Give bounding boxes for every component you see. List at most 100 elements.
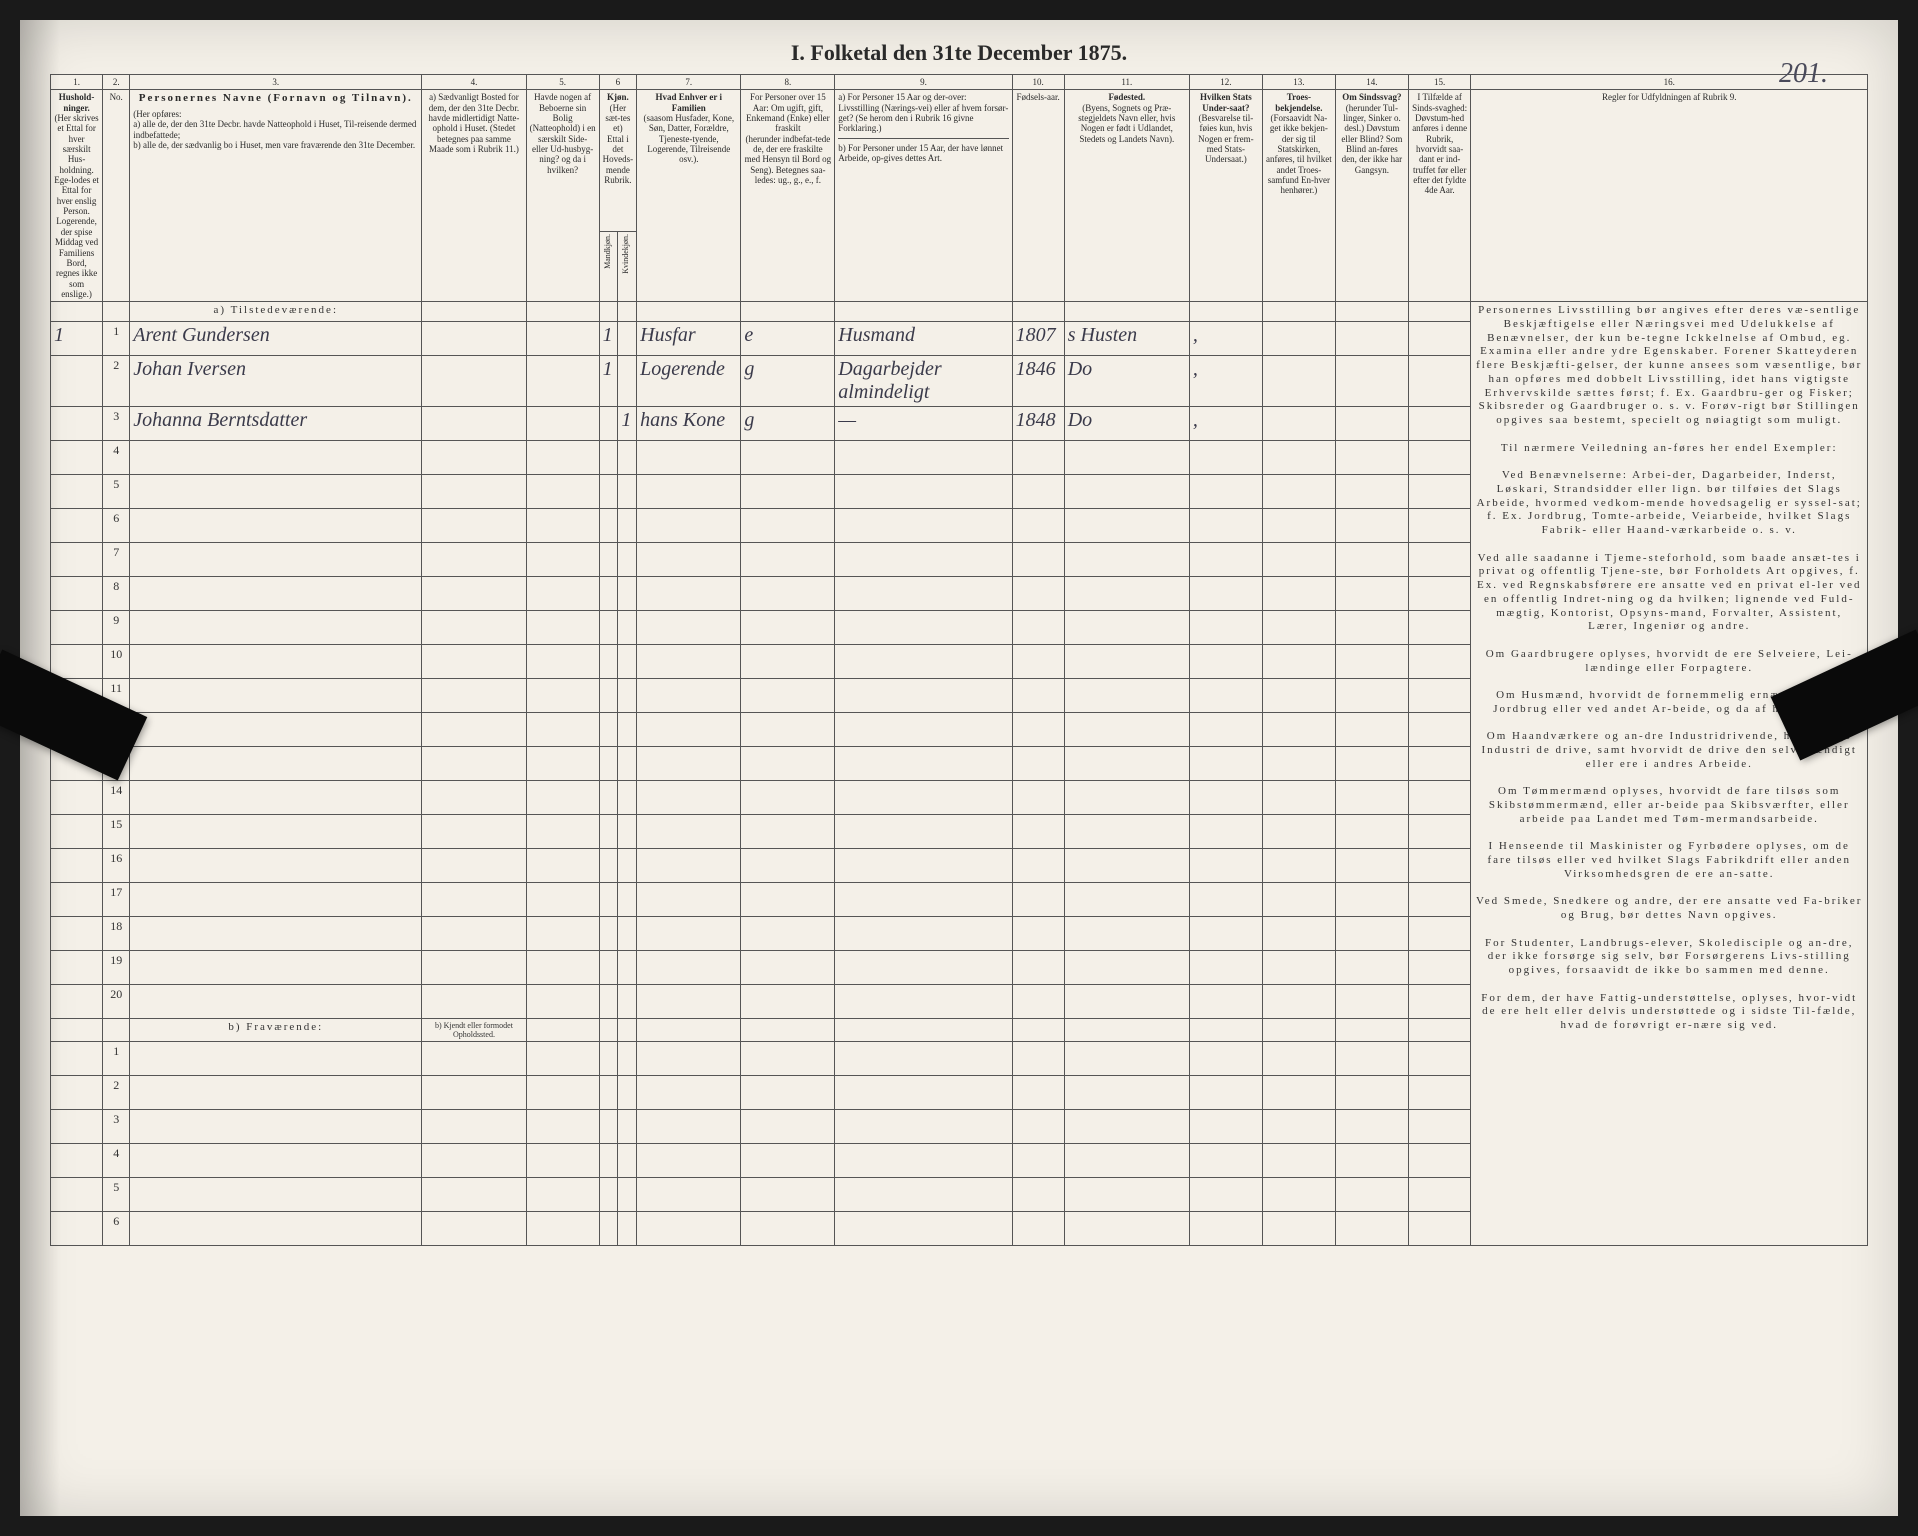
disability bbox=[1335, 356, 1408, 407]
person-number: 20 bbox=[103, 985, 130, 1019]
cell bbox=[51, 509, 103, 543]
cell bbox=[599, 1178, 618, 1212]
cell bbox=[599, 611, 618, 645]
cell bbox=[599, 781, 618, 815]
cell bbox=[1012, 1042, 1064, 1076]
sex-female bbox=[618, 322, 637, 356]
cell bbox=[618, 747, 637, 781]
cell bbox=[1012, 475, 1064, 509]
cell bbox=[599, 1019, 618, 1042]
birth-place: s Husten bbox=[1064, 322, 1189, 356]
cell bbox=[835, 441, 1012, 475]
cell bbox=[526, 475, 599, 509]
cell bbox=[1064, 917, 1189, 951]
cell bbox=[130, 509, 422, 543]
cell bbox=[1189, 1110, 1262, 1144]
person-number: 2 bbox=[103, 1076, 130, 1110]
cell bbox=[599, 917, 618, 951]
cell bbox=[1189, 883, 1262, 917]
cell bbox=[1262, 985, 1335, 1019]
occupation: Husmand bbox=[835, 322, 1012, 356]
cell bbox=[1189, 1019, 1262, 1042]
cell bbox=[835, 815, 1012, 849]
cell bbox=[618, 1076, 637, 1110]
cell bbox=[51, 1212, 103, 1246]
cell bbox=[1012, 645, 1064, 679]
cell bbox=[741, 985, 835, 1019]
census-page: 201. I. Folketal den 31te December 1875.… bbox=[20, 20, 1898, 1516]
cell bbox=[1064, 679, 1189, 713]
colnum: 12. bbox=[1189, 75, 1262, 90]
cell bbox=[51, 302, 103, 322]
cell bbox=[1012, 611, 1064, 645]
hdr-residence: a) Sædvanligt Bosted for dem, der den 31… bbox=[422, 90, 526, 302]
cell bbox=[599, 951, 618, 985]
cell bbox=[526, 1178, 599, 1212]
cell bbox=[526, 1144, 599, 1178]
cell bbox=[637, 1212, 741, 1246]
cell bbox=[1064, 713, 1189, 747]
page-title: I. Folketal den 31te December 1875. bbox=[50, 40, 1868, 66]
cell bbox=[51, 1019, 103, 1042]
cell bbox=[422, 917, 526, 951]
person-number: 18 bbox=[103, 917, 130, 951]
cell bbox=[1262, 1019, 1335, 1042]
cell bbox=[599, 679, 618, 713]
cell bbox=[1064, 645, 1189, 679]
sex-male: 1 bbox=[599, 356, 618, 407]
cell bbox=[130, 543, 422, 577]
colnum: 2. bbox=[103, 75, 130, 90]
cell bbox=[835, 849, 1012, 883]
cell bbox=[1189, 951, 1262, 985]
person-number: 3 bbox=[103, 1110, 130, 1144]
cell bbox=[1189, 747, 1262, 781]
rubric-9-text: Personernes Livsstilling bør angives eft… bbox=[1471, 302, 1868, 1246]
cell bbox=[1408, 815, 1471, 849]
cell bbox=[741, 1019, 835, 1042]
cell bbox=[1408, 577, 1471, 611]
cell bbox=[422, 815, 526, 849]
sex-male bbox=[599, 407, 618, 441]
cell bbox=[526, 302, 599, 322]
cell bbox=[835, 1144, 1012, 1178]
cell bbox=[130, 1042, 422, 1076]
cell bbox=[1335, 1076, 1408, 1110]
cell bbox=[835, 883, 1012, 917]
cell bbox=[1262, 1042, 1335, 1076]
cell bbox=[1408, 645, 1471, 679]
cell bbox=[51, 1110, 103, 1144]
cell bbox=[1408, 985, 1471, 1019]
cell bbox=[1335, 611, 1408, 645]
cell bbox=[835, 1076, 1012, 1110]
residence bbox=[422, 356, 526, 407]
cell bbox=[1064, 1212, 1189, 1246]
cell bbox=[1335, 883, 1408, 917]
cell bbox=[1262, 679, 1335, 713]
absent-col4-label: b) Kjendt eller formodet Opholdssted. bbox=[422, 1019, 526, 1042]
cell bbox=[637, 679, 741, 713]
cell bbox=[1189, 1212, 1262, 1246]
cell bbox=[422, 509, 526, 543]
cell bbox=[1064, 883, 1189, 917]
cell bbox=[422, 883, 526, 917]
cell bbox=[1408, 1019, 1471, 1042]
hdr-female: Kvindekjøn. bbox=[618, 232, 637, 302]
cell bbox=[1262, 713, 1335, 747]
cell bbox=[1408, 1144, 1471, 1178]
table-header: 1. 2. 3. 4. 5. 6 7. 8. 9. 10. 11. 12. 13… bbox=[51, 75, 1868, 302]
cell bbox=[422, 475, 526, 509]
person-number: 7 bbox=[103, 543, 130, 577]
person-number: 6 bbox=[103, 509, 130, 543]
cell bbox=[1012, 1178, 1064, 1212]
cell bbox=[526, 747, 599, 781]
cell bbox=[618, 302, 637, 322]
cell bbox=[835, 917, 1012, 951]
hdr-sex: Kjøn.(Her sæt-tes et)Ettal i det Hoveds-… bbox=[599, 90, 637, 232]
cell bbox=[618, 883, 637, 917]
cell bbox=[130, 849, 422, 883]
cell bbox=[1262, 1110, 1335, 1144]
colnum: 13. bbox=[1262, 75, 1335, 90]
cell bbox=[599, 1110, 618, 1144]
cell bbox=[526, 509, 599, 543]
disability-age bbox=[1408, 356, 1471, 407]
